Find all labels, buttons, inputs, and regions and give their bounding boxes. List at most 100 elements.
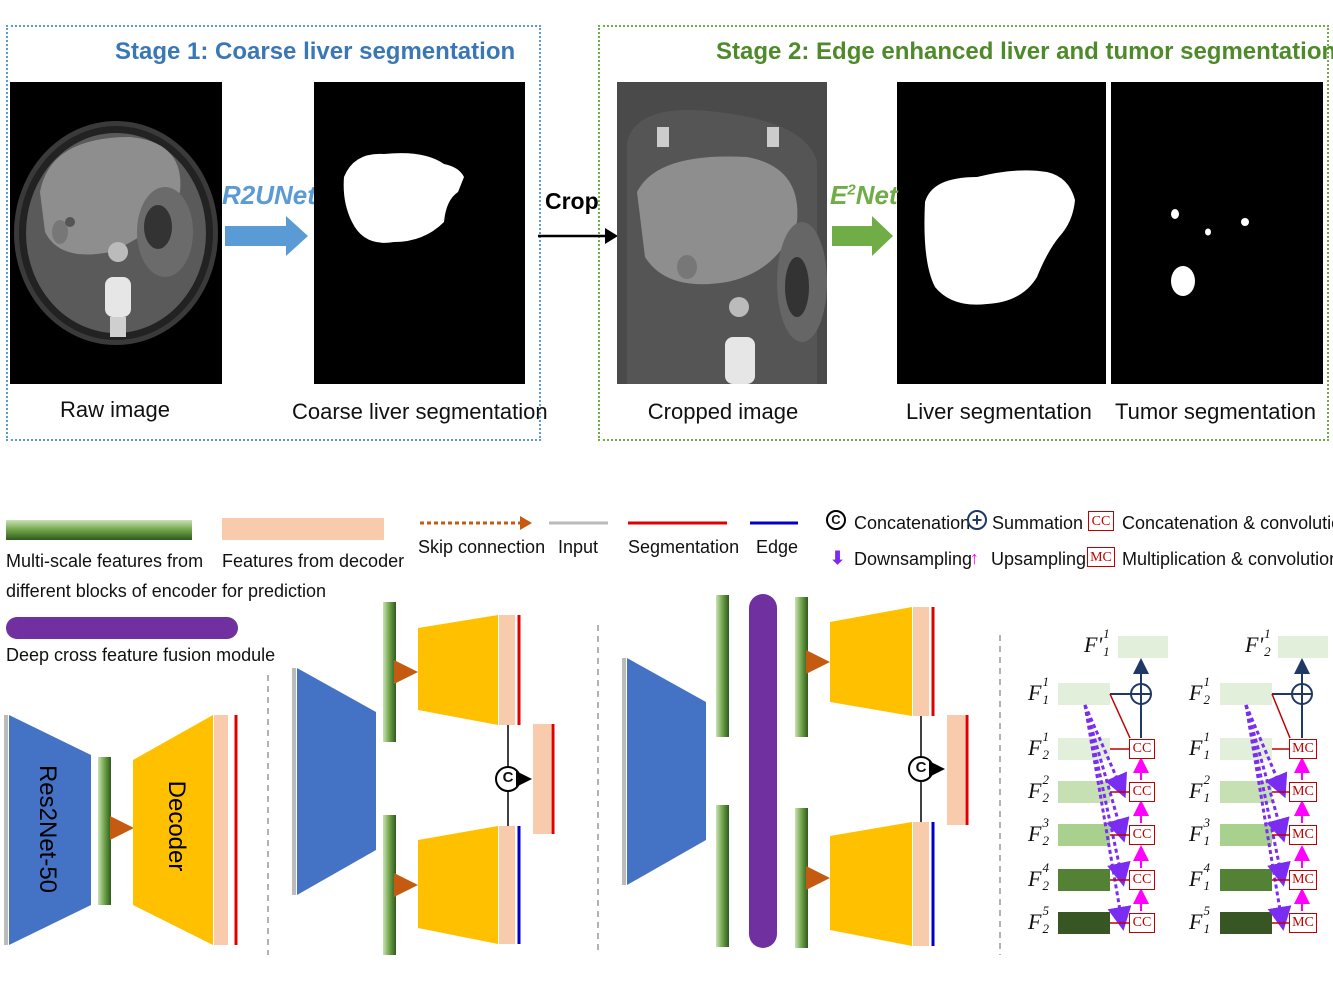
legend-mc: Multiplication & convolution — [1122, 549, 1333, 569]
legend-concat: Concatenation — [854, 513, 971, 533]
cc-row-name: F — [1028, 735, 1042, 760]
mc-badge: MC — [1289, 870, 1317, 890]
mc-row-sub: 1 — [1203, 833, 1210, 848]
cc-row-sup: 5 — [1042, 903, 1049, 918]
cc-row-name: F — [1028, 866, 1042, 891]
up-arrow-icon: ↑ — [970, 548, 979, 568]
coarse-seg-image — [314, 82, 525, 384]
cc-row-name: F — [1028, 821, 1042, 846]
cc-row-sub: 2 — [1042, 790, 1049, 805]
legend-multiscale-2: different blocks of encoder — [6, 581, 217, 601]
caption-coarse: Coarse liver segmentation — [292, 399, 548, 424]
legend-decoder-2: for prediction — [222, 581, 327, 601]
mc-row-sup: 5 — [1203, 903, 1210, 918]
raw-ct-image — [10, 82, 222, 384]
legend-input: Input — [558, 537, 599, 557]
caption-raw: Raw image — [59, 397, 171, 422]
mc-row-sub: 1 — [1203, 747, 1210, 762]
mc-row-name: F — [1189, 909, 1203, 934]
cc-row-sub: 2 — [1042, 878, 1049, 893]
legend-down: Downsampling — [854, 549, 973, 569]
mc-top-name: F — [1189, 680, 1203, 705]
mc-badge: MC — [1289, 825, 1317, 845]
cc-row-sub: 2 — [1042, 921, 1049, 936]
mc-row-sup: 2 — [1203, 772, 1210, 787]
legend-skip: Skip connection — [418, 537, 546, 557]
mc-out-sub: 2 — [1264, 644, 1271, 659]
e2net-suffix: Net — [855, 180, 898, 210]
e2net-e: E — [830, 180, 848, 210]
mc-row-name: F — [1189, 778, 1203, 803]
mc-row-sub: 1 — [1203, 790, 1210, 805]
mc-row-name: F — [1189, 735, 1203, 760]
liver-seg-image — [897, 82, 1106, 384]
decoder-label: Decoder — [163, 780, 190, 872]
net2-concat-icon: C — [502, 769, 514, 786]
mc-badge: MC — [1289, 782, 1317, 802]
mc-out-sup: 1 — [1264, 626, 1271, 641]
cc-row-sup: 1 — [1042, 729, 1049, 744]
tumor-seg-image — [1111, 82, 1323, 384]
mc-row-name: F — [1189, 866, 1203, 891]
mc-row-sub: 1 — [1203, 878, 1210, 893]
legend-cc: Concatenation & convolution — [1122, 513, 1333, 533]
cc-row-sub: 2 — [1042, 833, 1049, 848]
caption-cropped: Cropped image — [647, 399, 799, 424]
legend-decoder-1: Features from decoder — [222, 551, 405, 571]
legend-edge: Edge — [756, 537, 799, 557]
cc-badge: CC — [1129, 739, 1155, 759]
mc-row-sup: 1 — [1203, 729, 1210, 744]
mc-out-name: F' — [1245, 632, 1264, 657]
cropped-ct-image — [617, 82, 827, 384]
mc-row-name: F — [1189, 821, 1203, 846]
cc-row-sup: 3 — [1042, 815, 1049, 830]
cc-badge-icon: CC — [1088, 511, 1114, 531]
concat-symbol-icon: C — [826, 510, 846, 530]
mc-row-sup: 4 — [1203, 860, 1210, 875]
stage2-box — [598, 25, 1329, 441]
cc-row-name: F — [1028, 778, 1042, 803]
cc-row-sup: 2 — [1042, 772, 1049, 787]
mc-badge: MC — [1289, 913, 1317, 933]
legend-sum: Summation — [992, 513, 1084, 533]
legend-multiscale-1: Multi-scale features from — [6, 551, 204, 571]
legend-fusion: Deep cross feature fusion module — [6, 645, 276, 665]
crop-label: Crop — [545, 188, 599, 214]
mc-out-label: F' 1 2 — [1245, 626, 1271, 659]
mc-badge-icon: MC — [1087, 547, 1115, 567]
cc-row-sup: 4 — [1042, 860, 1049, 875]
e2net-sup: 2 — [847, 181, 856, 199]
cc-out-sub: 1 — [1103, 644, 1110, 659]
stage1-box — [6, 25, 541, 441]
mc-top-sup: 1 — [1203, 674, 1210, 689]
e2net-label: E2Net — [830, 180, 898, 211]
cc-top-sub: 1 — [1042, 692, 1049, 707]
cc-out-name: F' — [1084, 632, 1103, 657]
caption-tumor: Tumor segmentation — [1115, 399, 1316, 424]
mc-row-sup: 3 — [1203, 815, 1210, 830]
cc-badge: CC — [1129, 782, 1155, 802]
cc-out-label: F' 1 1 — [1084, 626, 1110, 659]
sum-symbol-icon: + — [967, 510, 987, 530]
mc-top-sub: 2 — [1203, 692, 1210, 707]
cc-badge: CC — [1129, 913, 1155, 933]
mc-row-sub: 1 — [1203, 921, 1210, 936]
cc-out-sup: 1 — [1103, 626, 1110, 641]
cc-top-sup: 1 — [1042, 674, 1049, 689]
cc-row-name: F — [1028, 909, 1042, 934]
stage2-title: Stage 2: Edge enhanced liver and tumor s… — [716, 38, 1333, 65]
cc-row-sub: 2 — [1042, 747, 1049, 762]
legend-up: Upsampling — [991, 549, 1087, 569]
